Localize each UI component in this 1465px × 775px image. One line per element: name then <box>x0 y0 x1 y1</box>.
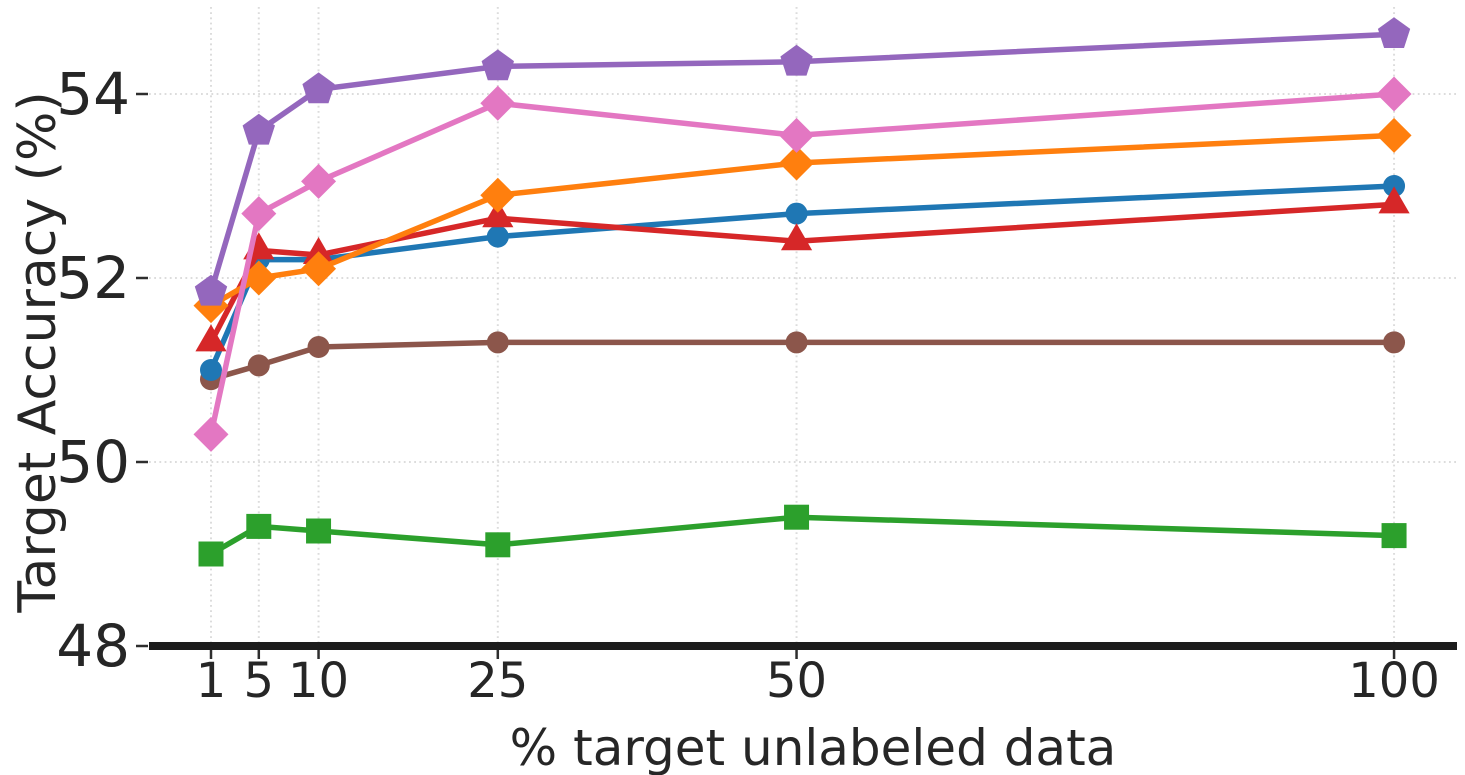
marker-purple-pentagon <box>302 72 335 104</box>
marker-red-triangle <box>195 324 227 352</box>
marker-blue-circle <box>785 202 808 225</box>
marker-green-square <box>198 541 224 567</box>
marker-orange-diamond <box>301 251 337 287</box>
marker-brown-circle <box>785 331 808 354</box>
marker-green-square <box>246 513 272 539</box>
x-tick-label: 50 <box>766 653 827 709</box>
y-axis-title: Target Accuracy (%) <box>8 91 68 613</box>
marker-brown-circle <box>486 331 509 354</box>
marker-pink-diamond <box>480 85 516 121</box>
marker-red-triangle <box>302 237 335 264</box>
marker-green-square <box>1381 523 1407 549</box>
series-line-red-triangle <box>208 201 1397 346</box>
marker-red-triangle <box>780 223 813 251</box>
marker-red-triangle <box>1378 186 1410 214</box>
marker-blue-circle <box>486 225 509 248</box>
marker-red-triangle <box>482 200 514 228</box>
series-line-purple-pentagon <box>208 31 1397 295</box>
x-tick-label: 100 <box>1348 653 1440 709</box>
marker-purple-pentagon <box>242 113 275 145</box>
marker-purple-pentagon <box>481 49 514 81</box>
x-tick-label: 10 <box>288 653 349 709</box>
marker-orange-diamond <box>779 145 815 181</box>
marker-pink-diamond <box>1376 76 1412 112</box>
y-tick-label: 52 <box>56 244 130 312</box>
marker-green-square <box>306 518 332 544</box>
marker-brown-circle <box>1383 331 1406 354</box>
marker-brown-circle <box>247 354 270 377</box>
marker-pink-diamond <box>779 117 815 153</box>
marker-orange-diamond <box>480 177 516 213</box>
x-tick-label: 5 <box>244 653 275 709</box>
marker-pink-diamond <box>193 416 229 452</box>
marker-purple-pentagon <box>1377 17 1411 48</box>
series-line-pink-diamond <box>208 91 1397 438</box>
y-tick-label: 48 <box>56 612 130 680</box>
x-axis-title: % target unlabeled data <box>509 719 1117 775</box>
marker-brown-circle <box>307 336 330 358</box>
x-tick-label: 1 <box>196 653 227 709</box>
y-tick-label: 54 <box>56 60 130 128</box>
marker-pink-diamond <box>241 196 277 232</box>
marker-orange-diamond <box>241 260 277 296</box>
marker-orange-diamond <box>1376 117 1412 153</box>
marker-purple-pentagon <box>780 44 813 76</box>
marker-green-square <box>784 504 810 530</box>
marker-blue-circle <box>200 359 222 381</box>
marker-pink-diamond <box>301 163 337 199</box>
marker-blue-circle <box>1383 175 1406 197</box>
marker-green-square <box>485 532 511 558</box>
x-tick-label: 25 <box>467 653 528 709</box>
y-tick-label: 50 <box>56 428 130 496</box>
marker-purple-pentagon <box>194 274 228 306</box>
